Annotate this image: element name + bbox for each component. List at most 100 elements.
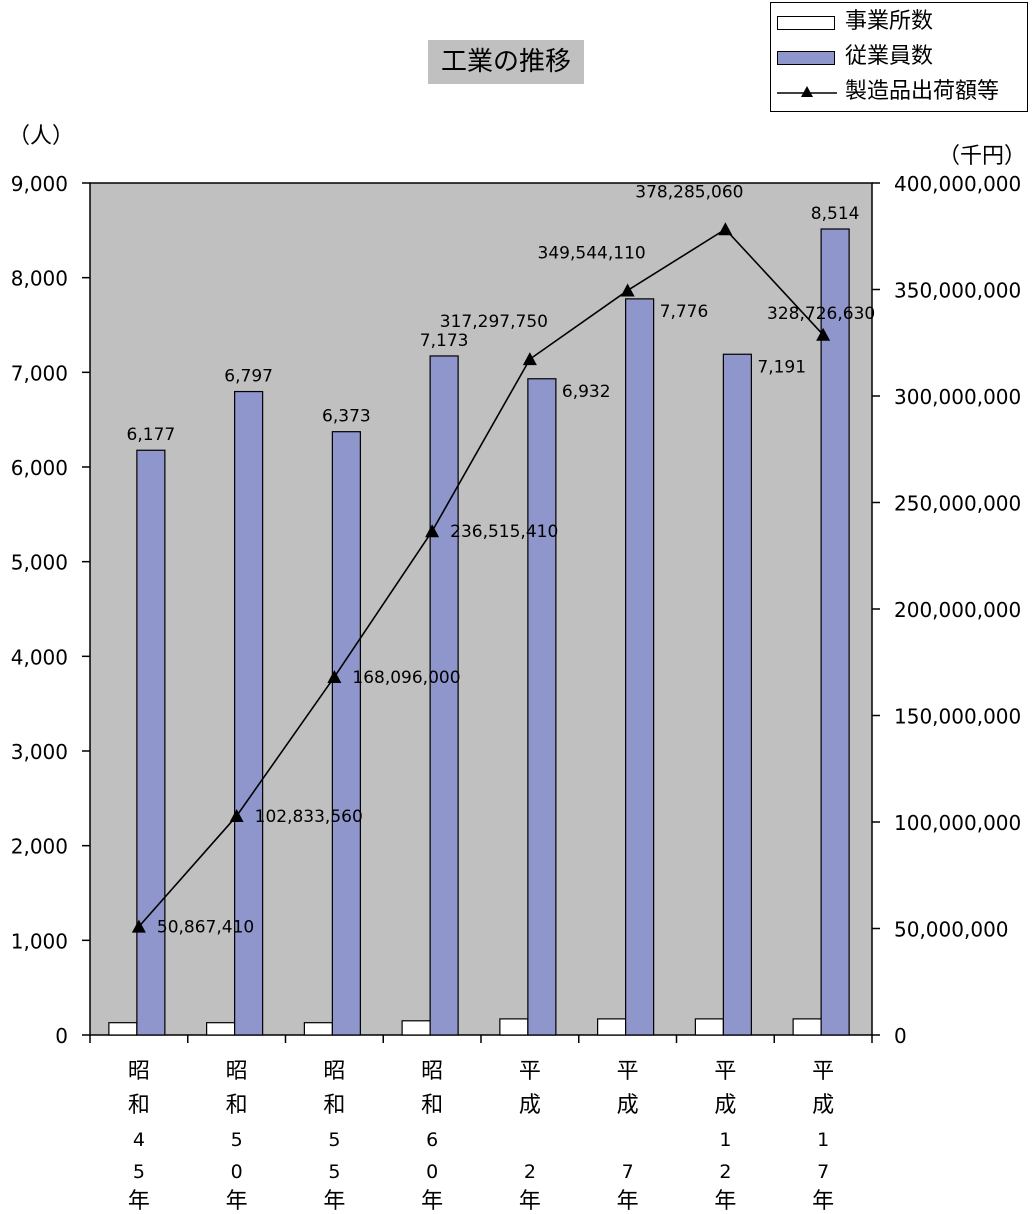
chart-title-background <box>428 40 584 84</box>
x-axis-tick-label-char: 和 <box>128 1093 150 1118</box>
right-axis-tick-label: 100,000,000 <box>894 811 1021 835</box>
x-axis-tick-label-char: 年 <box>128 1189 150 1214</box>
label-shipments: 317,297,750 <box>440 312 548 332</box>
label-employees: 7,173 <box>420 331 469 351</box>
left-axis-tick-label: 1,000 <box>11 929 68 953</box>
x-axis-tick-label: 平成 1 7 年 <box>812 1059 834 1214</box>
legend-swatch-employees <box>777 51 835 65</box>
chart-title: 工業の推移 <box>440 47 571 77</box>
x-axis-tick-label-char: 成 <box>617 1093 639 1118</box>
legend-item-employees: 従業員数 <box>771 41 1027 73</box>
x-axis-tick-label-char: 年 <box>714 1189 736 1214</box>
x-axis-tick-label-char: 年 <box>812 1189 834 1214</box>
legend-label-shipments: 製造品出荷額等 <box>845 79 1000 104</box>
label-employees: 6,177 <box>127 425 176 445</box>
x-axis-tick-label-char: 成 <box>714 1093 736 1118</box>
bar-establishments <box>792 1018 822 1036</box>
label-employees: 7,191 <box>757 357 806 377</box>
x-axis-tick-label-char: 1 <box>719 1129 731 1151</box>
x-axis-tick-label-char: 7 <box>817 1161 829 1183</box>
legend-item-establishments: 事業所数 <box>771 6 1027 38</box>
x-axis-tick-label: 昭和 5 5 年 <box>323 1059 345 1214</box>
label-shipments: 328,726,630 <box>767 304 875 324</box>
x-axis-tick-label-char: 和 <box>323 1093 345 1118</box>
x-axis-tick-label-char: 1 <box>817 1129 829 1151</box>
left-axis-tick-label: 0 <box>55 1024 68 1048</box>
plot-area <box>89 182 873 1036</box>
right-axis-tick-label: 0 <box>894 1024 907 1048</box>
right-axis-tick-label: 250,000,000 <box>894 492 1021 516</box>
bar-employees <box>234 390 264 1036</box>
bar-establishments <box>597 1018 627 1036</box>
left-axis-tick-label: 6,000 <box>11 456 68 480</box>
left-axis-tick-label: 3,000 <box>11 740 68 764</box>
x-axis-tick-label-char: 平 <box>519 1059 541 1084</box>
bar-employees <box>331 431 361 1036</box>
legend-label-employees: 従業員数 <box>845 44 934 69</box>
x-axis-tick-label-char: 和 <box>421 1093 443 1118</box>
x-axis-tick-label-char: 0 <box>426 1161 438 1183</box>
x-axis-tick-label-char: 2 <box>524 1161 536 1183</box>
x-axis-tick-label-char: 5 <box>328 1129 340 1151</box>
x-axis-tick-label-char: 昭 <box>323 1059 345 1084</box>
x-axis-tick-label-char: 4 <box>133 1129 145 1151</box>
label-shipments: 102,833,560 <box>255 807 363 827</box>
x-axis-tick-label-char: 昭 <box>226 1059 248 1084</box>
right-axis-tick-label: 350,000,000 <box>894 279 1021 303</box>
right-axis-tick-label: 50,000,000 <box>894 918 1009 942</box>
right-axis-tick-label: 400,000,000 <box>894 172 1021 196</box>
bar-establishments <box>303 1022 333 1036</box>
x-axis-tick-label-char: 成 <box>812 1093 834 1118</box>
label-shipments: 168,096,000 <box>352 668 460 688</box>
data-labels-layer: 6,177 6,797 6,373 7,173 6,932 7,776 7,191 8,514… <box>127 182 876 937</box>
legend-item-shipments: 製造品出荷額等 <box>771 76 1027 108</box>
x-axis-tick-label-char: 和 <box>226 1093 248 1118</box>
left-axis: 0 1,000 2,000 3,000 4,000 5,000 6,000 7,000 8,00… <box>11 172 90 1048</box>
bar-establishments <box>694 1018 724 1036</box>
bar-establishments <box>206 1022 236 1036</box>
x-axis-tick-label-char: 年 <box>323 1189 345 1214</box>
label-employees: 6,932 <box>562 382 611 402</box>
x-axis-tick-label-char: 平 <box>812 1059 834 1084</box>
bar-establishments <box>499 1018 529 1036</box>
legend-swatch-shipments <box>777 86 837 97</box>
line-layer <box>131 222 831 933</box>
left-axis-tick-label: 5,000 <box>11 551 68 575</box>
left-axis-tick-label: 9,000 <box>11 172 68 196</box>
x-axis-tick-label-char: 昭 <box>128 1059 150 1084</box>
label-shipments: 50,867,410 <box>157 918 254 938</box>
right-axis: 0 50,000,000 100,000,000 150,000,000 200,000… <box>872 172 1021 1048</box>
x-axis-tick-label-char: 成 <box>519 1093 541 1118</box>
x-axis-tick-label-char: 年 <box>226 1189 248 1214</box>
x-axis-tick-label-char: 平 <box>714 1059 736 1084</box>
marker-shipments <box>229 808 244 822</box>
bars-layer <box>108 228 850 1036</box>
label-employees: 6,373 <box>322 407 371 427</box>
marker-shipments <box>718 222 733 236</box>
bar-employees <box>820 228 850 1036</box>
x-axis-tick-label-char: 2 <box>719 1161 731 1183</box>
marker-shipments <box>816 327 831 341</box>
bar-employees <box>429 355 459 1036</box>
x-axis-tick-label-char: 7 <box>622 1161 634 1183</box>
bar-employees <box>136 449 166 1036</box>
label-shipments: 236,515,410 <box>450 522 558 542</box>
label-employees: 7,776 <box>660 302 709 322</box>
x-axis-tick-label-char: 5 <box>328 1161 340 1183</box>
marker-shipments <box>425 524 440 538</box>
x-axis-tick-label: 平成 2 年 <box>519 1059 541 1214</box>
legend-swatch-establishments <box>777 16 835 30</box>
x-axis-tick-label-char: 昭 <box>421 1059 443 1084</box>
x-axis: 昭和 4 5 年 昭和 5 0 年 昭和 5 5 年 昭和 6 0 年 平成 2 年 平成 7 年 平成 1 2 年 平成 1 7 年 <box>89 1035 873 1214</box>
left-axis-tick-label: 8,000 <box>11 267 68 291</box>
right-axis-tick-label: 300,000,000 <box>894 385 1021 409</box>
right-axis-tick-label: 200,000,000 <box>894 598 1021 622</box>
x-axis-tick-label-char: 5 <box>133 1161 145 1183</box>
x-axis-tick-label: 昭和 6 0 年 <box>421 1059 443 1214</box>
label-shipments: 349,544,110 <box>538 243 646 263</box>
label-shipments: 378,285,060 <box>635 182 743 202</box>
left-axis-unit: （人） <box>8 124 75 149</box>
left-axis-tick-label: 7,000 <box>11 361 68 385</box>
bar-employees <box>527 378 557 1036</box>
